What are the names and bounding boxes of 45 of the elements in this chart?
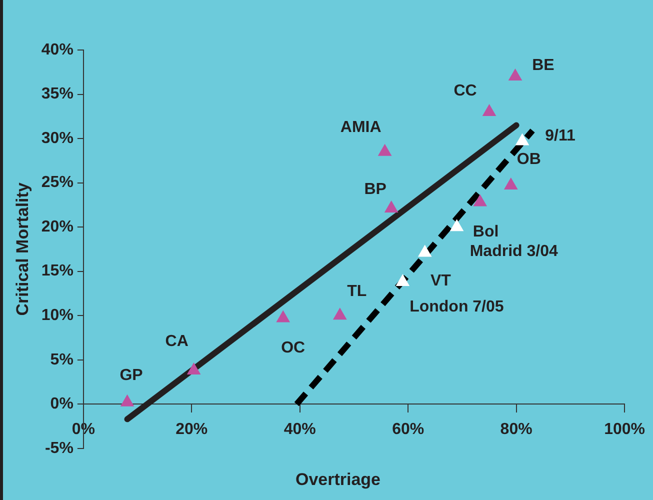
annotation: 9/11 bbox=[545, 128, 576, 145]
y-tick-label: 25% bbox=[41, 174, 74, 192]
annotation: BP bbox=[364, 180, 387, 198]
annotation: CA bbox=[165, 332, 189, 350]
point bbox=[332, 308, 347, 320]
annotation: OC bbox=[281, 340, 306, 357]
annotation: GP bbox=[120, 366, 144, 384]
point bbox=[396, 274, 410, 286]
y-tick-label: 30% bbox=[41, 130, 74, 147]
x-axis-title: Overtriage bbox=[294, 470, 382, 490]
y-tick-label: 10% bbox=[41, 307, 74, 324]
y-tick-label: 20% bbox=[41, 218, 74, 236]
annotation: VT bbox=[430, 272, 452, 290]
point bbox=[504, 177, 518, 190]
x-tick-label: 60% bbox=[392, 421, 424, 438]
x-tick-label: 100% bbox=[604, 421, 645, 438]
point bbox=[508, 68, 522, 81]
annotation: Madrid 3/04 bbox=[470, 243, 558, 260]
y-tick-label: 0% bbox=[50, 396, 74, 413]
annotation: OB bbox=[516, 150, 541, 168]
point bbox=[186, 362, 201, 374]
annotation: AMIA bbox=[340, 119, 382, 136]
point bbox=[482, 104, 496, 116]
y-tick-label: 40% bbox=[41, 41, 74, 58]
y-tick-label: 15% bbox=[41, 262, 74, 280]
x-tick-label: 20% bbox=[176, 421, 208, 438]
annotation: Bol bbox=[472, 223, 499, 240]
x-tick-label: 40% bbox=[284, 421, 316, 438]
point bbox=[384, 200, 398, 212]
point bbox=[473, 194, 487, 206]
point bbox=[418, 244, 432, 257]
point bbox=[450, 219, 464, 232]
point bbox=[120, 394, 134, 406]
point bbox=[276, 310, 290, 322]
point bbox=[378, 144, 392, 156]
y-tick-label: 5% bbox=[50, 351, 74, 368]
point bbox=[515, 133, 530, 146]
annotation: London 7/05 bbox=[410, 298, 504, 316]
y-axis-title: Critical Mortality bbox=[12, 182, 32, 316]
y-tick-label: 35% bbox=[41, 86, 74, 103]
annotation: CC bbox=[454, 82, 478, 100]
annotation: TL bbox=[347, 283, 367, 300]
annotation: BE bbox=[532, 56, 555, 74]
x-tick-label: 80% bbox=[500, 421, 532, 438]
y-tick-label: -5% bbox=[44, 440, 74, 457]
